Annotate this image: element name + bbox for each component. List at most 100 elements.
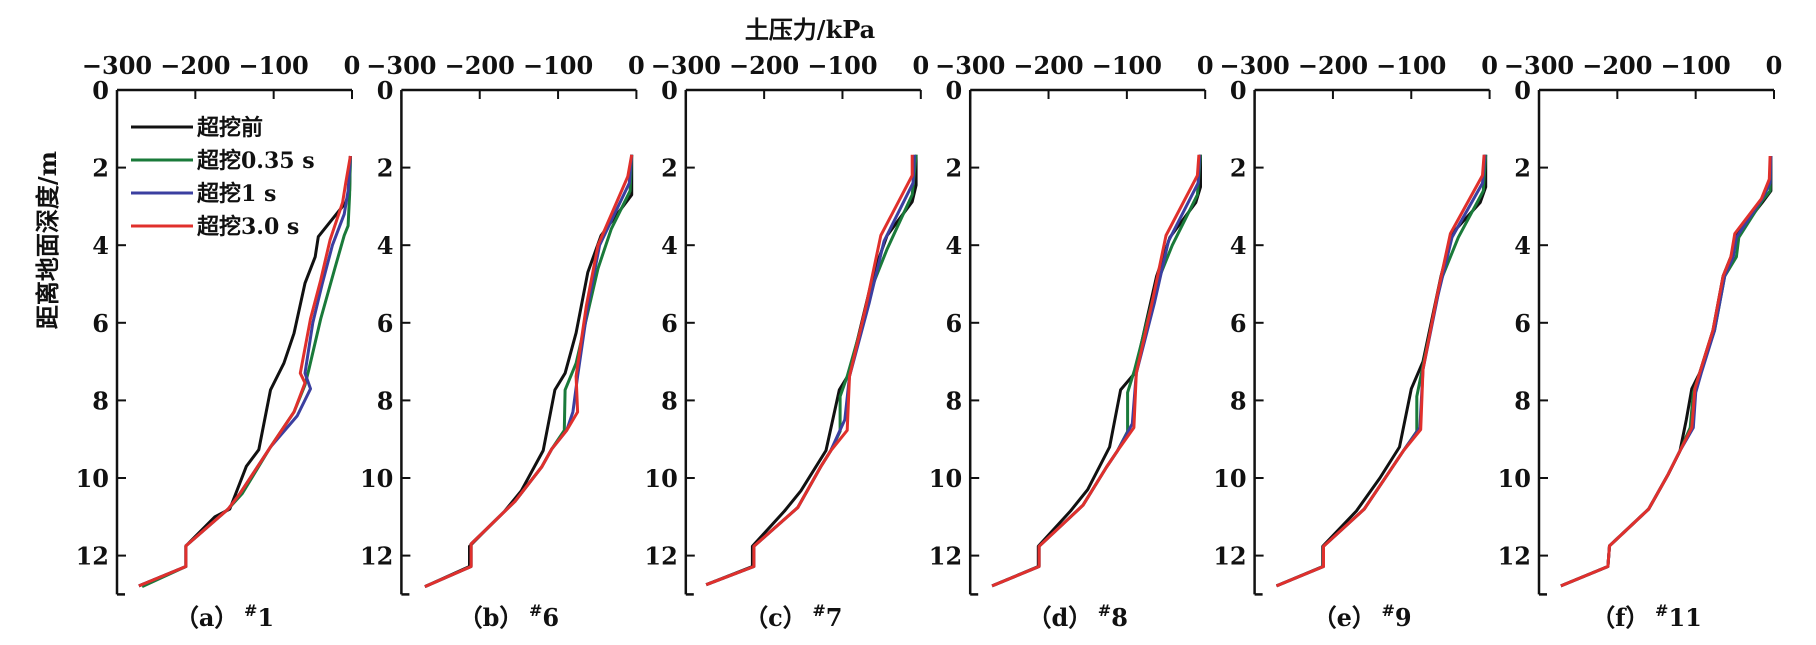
series-line-1 [1560,156,1773,588]
y-tick-label: 2 [1514,154,1531,183]
caption-letter: （d） [1027,603,1092,632]
caption-letter: （f） [1591,603,1649,632]
y-tick-label: 6 [945,309,962,338]
y-tick-label: 2 [945,154,962,183]
x-tick-label: 0 [912,51,929,80]
caption-id: 1 [257,603,274,632]
x-tick-label: −200 [729,51,799,80]
caption-id: 8 [1111,603,1128,632]
x-tick-label: 0 [1481,51,1498,80]
x-tick-label: 0 [1766,51,1783,80]
x-tick-label: −100 [239,51,309,80]
panel-caption: （d） #8 [1027,601,1127,632]
caption-id: 11 [1668,603,1701,632]
panel-caption: （f） #11 [1591,601,1702,632]
x-tick-label: −300 [651,51,721,80]
y-tick-label: 10 [76,464,109,493]
y-tick-label: 8 [377,386,394,415]
y-tick-label: 10 [929,464,962,493]
y-tick-label: 10 [1498,464,1531,493]
series-line-2 [424,154,634,588]
caption-id: 7 [826,603,843,632]
y-tick-label: 12 [644,542,677,571]
series-line-2 [705,154,918,587]
x-tick-label: −200 [1582,51,1652,80]
y-tick-label: 10 [644,464,677,493]
y-tick-label: 2 [1230,154,1247,183]
x-tick-label: −200 [1013,51,1083,80]
x-tick-label: −300 [1219,51,1289,80]
panel-7: −300 −200 −100 0 0 2 4 6 8 10 12 （c） #7 [644,51,929,632]
y-tick-label: 8 [661,386,678,415]
y-tick-label: 6 [661,309,678,338]
caption-hash: # [1092,601,1111,620]
caption-id: 9 [1395,603,1412,632]
y-tick-label: 12 [360,542,393,571]
legend-label: 超挖1 s [197,181,276,207]
series-line-4 [1275,154,1486,588]
x-tick-label: −100 [1376,51,1446,80]
panel-caption: （b） #6 [459,601,559,632]
y-tick-label: 0 [1514,76,1531,105]
y-tick-label: 12 [76,542,109,571]
y-tick-label: 8 [1514,386,1531,415]
y-tick-label: 2 [92,154,109,183]
x-tick-label: −200 [160,51,230,80]
caption-letter: （e） [1313,603,1376,632]
y-tick-label: 12 [1213,542,1246,571]
caption-letter: （b） [459,603,524,632]
y-tick-label: 12 [929,542,962,571]
caption-hash: # [1376,601,1395,620]
y-tick-label: 4 [1230,231,1247,260]
caption-id: 6 [542,603,559,632]
series-line-2 [1275,154,1488,588]
panel-caption: （a） #1 [175,601,274,632]
legend-label: 超挖3.0 s [197,214,299,240]
series-line-2 [1560,155,1773,588]
series-line-3 [1560,155,1773,588]
x-tick-label: −100 [1092,51,1162,80]
y-tick-label: 4 [92,231,109,260]
panel-8: −300 −200 −100 0 0 2 4 6 8 10 12 （d） #8 [929,51,1214,632]
x-tick-label: −200 [1298,51,1368,80]
y-tick-label: 8 [1230,386,1247,415]
chart-title: 土压力/kPa [745,15,875,44]
x-tick-label: 0 [344,51,361,80]
y-tick-label: 4 [945,231,962,260]
y-tick-label: 4 [661,231,678,260]
caption-letter: （a） [175,603,239,632]
y-tick-label: 2 [661,154,678,183]
y-axis-label: 距离地面深度/m [33,151,62,329]
y-tick-label: 0 [377,76,394,105]
panel-caption: （c） #7 [744,601,842,632]
series-line-1 [705,154,918,587]
y-tick-label: 10 [1213,464,1246,493]
caption-letter: （c） [744,603,807,632]
series-line-1 [1275,154,1488,588]
y-tick-label: 6 [377,309,394,338]
panel-caption: （e） #9 [1313,601,1412,632]
series-line-1 [424,154,634,588]
x-tick-label: −300 [82,51,152,80]
series-line-3 [1275,154,1487,588]
x-tick-label: −100 [1661,51,1731,80]
x-tick-label: −300 [366,51,436,80]
panel-11: −300 −200 −100 0 0 2 4 6 8 10 12 （f） #11 [1498,51,1783,632]
panel-9: −300 −200 −100 0 0 2 4 6 8 10 12 （e） #9 [1213,51,1498,632]
y-tick-label: 6 [1514,309,1531,338]
legend-label: 超挖前 [197,115,263,141]
series-line-4 [138,155,352,588]
y-tick-label: 8 [945,386,962,415]
series-line-4 [705,154,914,587]
series-line-3 [991,154,1202,588]
legend-label: 超挖0.35 s [197,148,315,174]
y-tick-label: 4 [377,231,394,260]
series-line-4 [1560,155,1772,588]
y-tick-label: 0 [661,76,678,105]
y-tick-label: 4 [1514,231,1531,260]
x-tick-label: −100 [807,51,877,80]
